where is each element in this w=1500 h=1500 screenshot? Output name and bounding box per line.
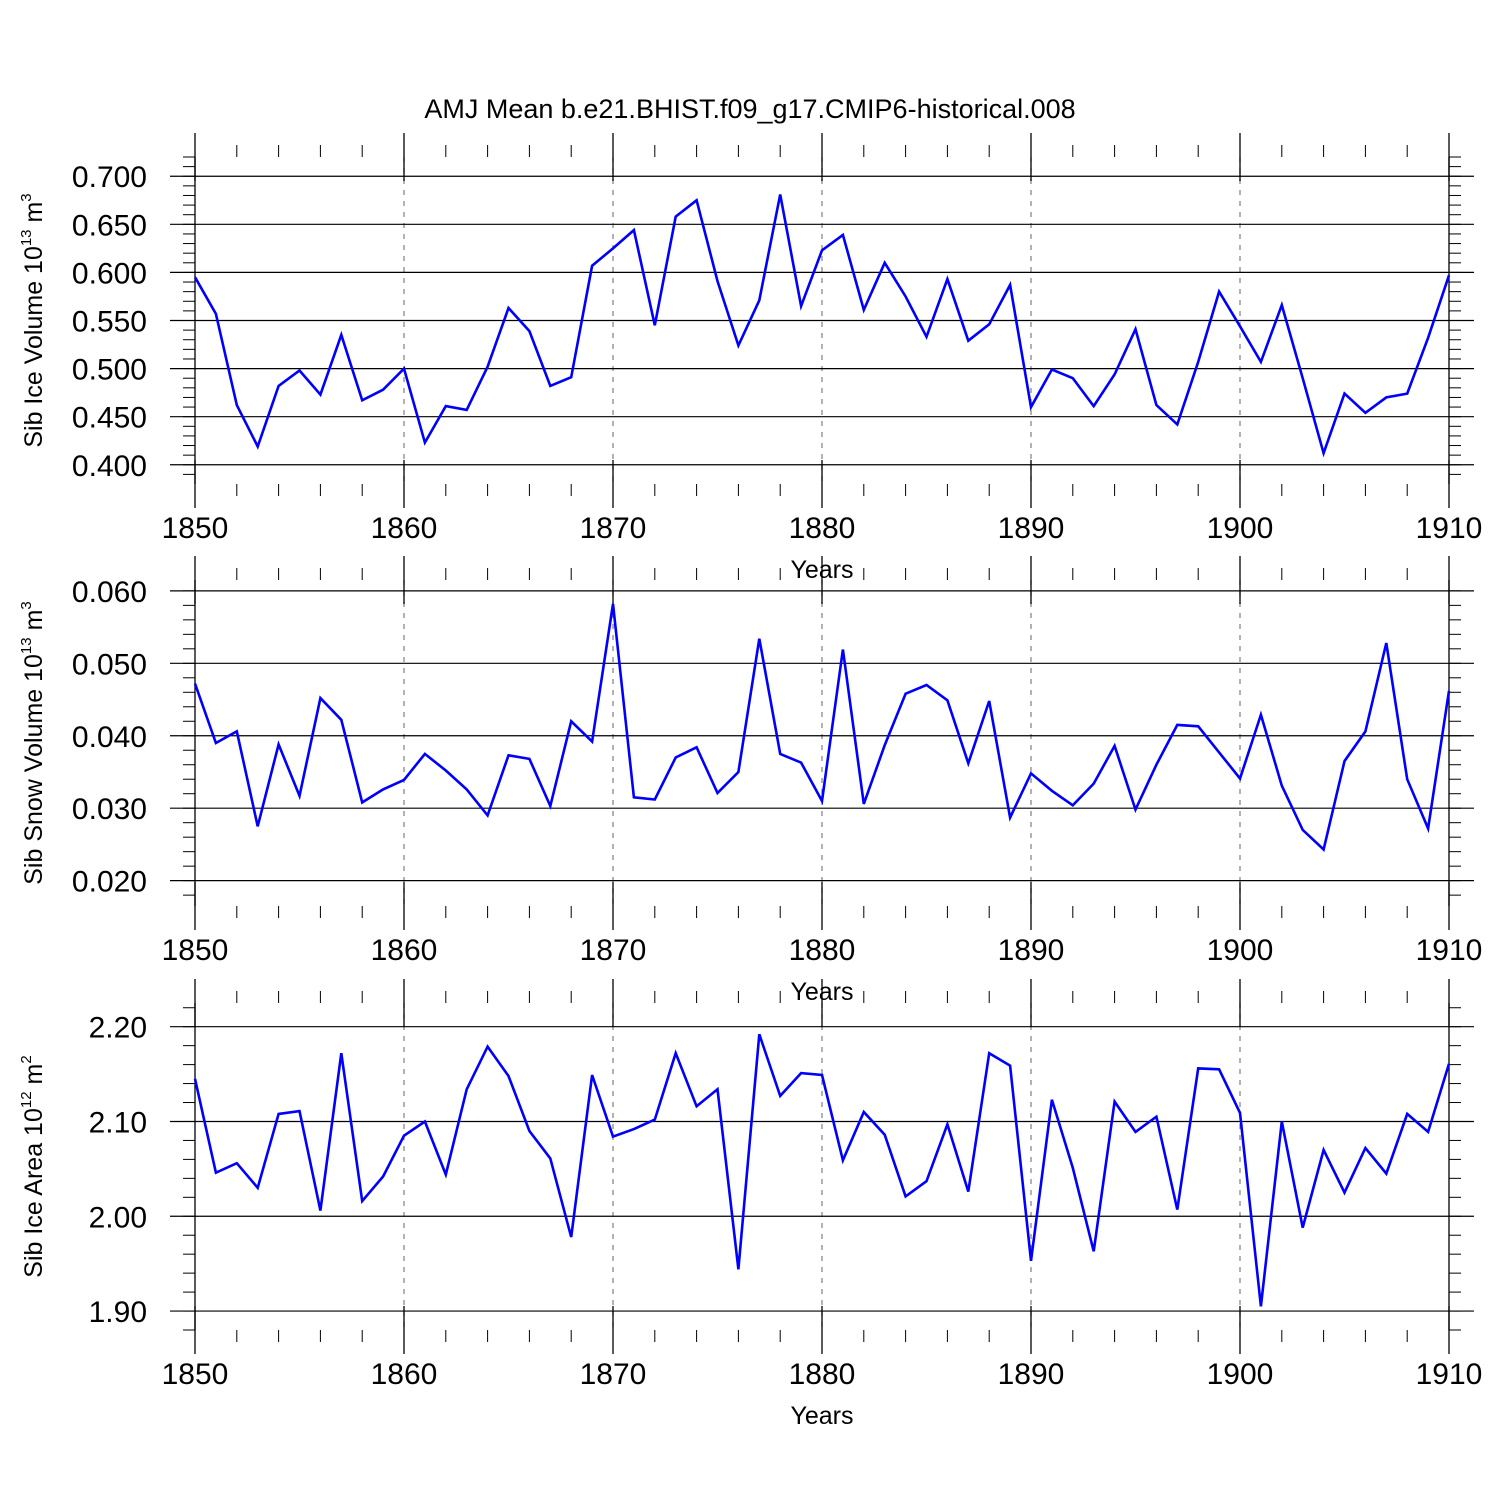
y-axis-label: Sib Snow Volume 1013 m3 — [18, 601, 48, 885]
x-tick-label: 1910 — [1416, 934, 1483, 967]
x-tick-label: 1900 — [1207, 512, 1274, 545]
chart-title: AMJ Mean b.e21.BHIST.f09_g17.CMIP6-histo… — [424, 94, 1075, 124]
data-line — [193, 194, 1451, 458]
y-axis-label: Sib Ice Volume 1013 m3 — [18, 193, 48, 447]
x-tick-label: 1860 — [371, 934, 438, 967]
y-axis-label-superscript: 2 — [18, 1055, 35, 1063]
y-axis-label-part: m — [20, 202, 48, 230]
data-line — [193, 1033, 1451, 1307]
y-axis-label-part: m — [20, 1064, 48, 1092]
x-tick-label: 1900 — [1207, 934, 1274, 967]
y-tick-label: 2.20 — [89, 1012, 147, 1045]
x-tick-label: 1870 — [580, 934, 647, 967]
data-line — [193, 603, 1451, 852]
y-tick-label: 2.00 — [89, 1201, 147, 1234]
x-tick-label: 1900 — [1207, 1358, 1274, 1391]
y-axis-label-superscript: 12 — [18, 1091, 35, 1108]
y-axis-label-superscript: 13 — [18, 229, 35, 246]
y-tick-label: 0.700 — [72, 161, 147, 194]
y-axis-label: Sib Ice Area 1012 m2 — [18, 1055, 48, 1277]
x-tick-label: 1910 — [1416, 1358, 1483, 1391]
x-tick-label: 1860 — [371, 1358, 438, 1391]
x-tick-label: 1910 — [1416, 512, 1483, 545]
y-axis-label-part: Sib Snow Volume 10 — [20, 654, 48, 885]
chart-panel-3: 1.90 2.00 2.10 2.20 1850 1860 1870 1880 1890 1900… — [18, 979, 1482, 1430]
y-axis-label-part: m — [20, 610, 48, 638]
y-tick-label: 2.10 — [89, 1106, 147, 1139]
x-tick-label: 1880 — [789, 934, 856, 967]
y-axis-label-superscript: 3 — [18, 193, 35, 201]
y-tick-label: 0.060 — [72, 576, 147, 609]
x-axis-label: Years — [790, 1402, 853, 1430]
x-tick-label: 1890 — [998, 512, 1065, 545]
y-tick-label: 0.050 — [72, 648, 147, 681]
x-tick-label: 1870 — [580, 1358, 647, 1391]
y-tick-label: 0.650 — [72, 209, 147, 242]
x-tick-label: 1850 — [162, 934, 229, 967]
y-tick-label: 1.90 — [89, 1296, 147, 1329]
y-tick-label: 0.030 — [72, 793, 147, 826]
y-axis-label-part: Sib Ice Volume 10 — [20, 246, 48, 448]
x-tick-label: 1880 — [789, 1358, 856, 1391]
chart-panel-2: 0.020 0.030 0.040 0.050 0.060 1850 1860 1870 188… — [18, 556, 1482, 1006]
x-tick-label: 1850 — [162, 512, 229, 545]
y-tick-label: 0.400 — [72, 450, 147, 483]
y-axis-label-part: Sib Ice Area 10 — [20, 1108, 48, 1278]
y-tick-label: 0.450 — [72, 402, 147, 435]
x-tick-label: 1870 — [580, 512, 647, 545]
x-tick-label: 1890 — [998, 934, 1065, 967]
y-tick-label: 0.020 — [72, 866, 147, 899]
y-tick-label: 0.600 — [72, 257, 147, 290]
y-tick-label: 0.040 — [72, 721, 147, 754]
x-tick-label: 1860 — [371, 512, 438, 545]
y-tick-label: 0.500 — [72, 354, 147, 387]
x-tick-label: 1880 — [789, 512, 856, 545]
x-tick-label: 1850 — [162, 1358, 229, 1391]
x-tick-label: 1890 — [998, 1358, 1065, 1391]
y-tick-label: 0.550 — [72, 306, 147, 339]
y-axis-label-superscript: 3 — [18, 601, 35, 609]
y-axis-label-superscript: 13 — [18, 637, 35, 654]
chart-panel-1: 0.400 0.450 0.500 0.550 0.600 0.650 0.700 1850 1… — [18, 133, 1482, 584]
